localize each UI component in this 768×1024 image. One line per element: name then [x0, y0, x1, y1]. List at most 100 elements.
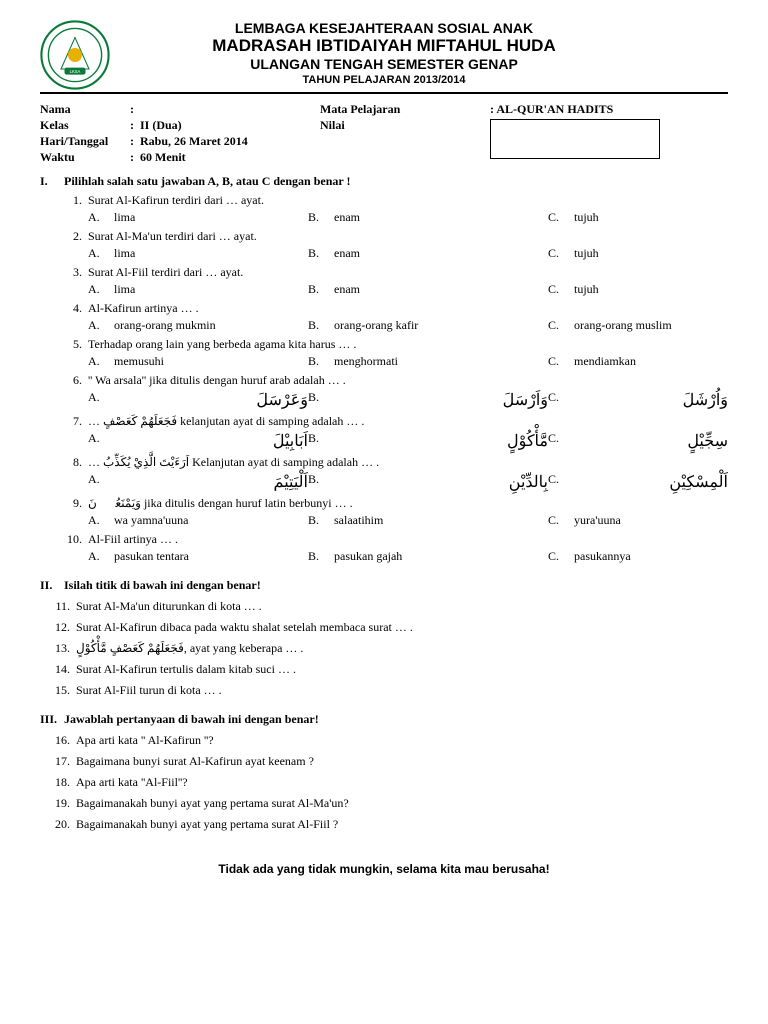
q3: 3.Surat Al-Fiil terdiri dari … ayat. A.l… — [64, 265, 728, 297]
opt-a-label: A. — [88, 431, 114, 451]
q12-num: 12. — [52, 620, 76, 635]
q1-a: lima — [114, 210, 308, 225]
opt-c-label: C. — [548, 431, 574, 451]
waktu-label: Waktu — [40, 150, 130, 165]
q1: 1.Surat Al-Kafirun terdiri dari … ayat. … — [64, 193, 728, 225]
q5-c: mendiamkan — [574, 354, 728, 369]
q19-text: Bagaimanakah bunyi ayat yang pertama sur… — [76, 796, 349, 811]
section-1: I.Pilihlah salah satu jawaban A, B, atau… — [40, 174, 728, 564]
waktu-value: 60 Menit — [140, 150, 186, 165]
q18-num: 18. — [52, 775, 76, 790]
opt-b-label: B. — [308, 390, 334, 410]
q4-c: orang-orang muslim — [574, 318, 728, 333]
q6-a: وَعَرْسَلَ — [114, 390, 308, 410]
q9-text: وَيَمْنَعُوۡنَ jika ditulis dengan huruf… — [88, 496, 728, 511]
q13-text: فَجَعَلَهُمْ كَعَصْفٍ مَّأْكُوْلٍ, ayat … — [76, 641, 303, 656]
opt-a-label: A. — [88, 318, 114, 333]
opt-c-label: C. — [548, 282, 574, 297]
q6-text: '' Wa arsala'' jika ditulis dengan huruf… — [88, 373, 728, 388]
opt-b-label: B. — [308, 472, 334, 492]
sec1-num: I. — [40, 174, 64, 189]
q1-text: Surat Al-Kafirun terdiri dari … ayat. — [88, 193, 728, 208]
sec1-title: Pilihlah salah satu jawaban A, B, atau C… — [64, 174, 351, 189]
hari-value: Rabu, 26 Maret 2014 — [140, 134, 248, 149]
q10-c: pasukannya — [574, 549, 728, 564]
opt-c-label: C. — [548, 390, 574, 410]
q15-text: Surat Al-Fiil turun di kota … . — [76, 683, 222, 698]
info-block: Nama: Kelas:II (Dua) Hari/Tanggal:Rabu, … — [40, 102, 728, 166]
hari-label: Hari/Tanggal — [40, 134, 130, 149]
mapel-label: Mata Pelajaran — [320, 102, 400, 117]
q7-text: … فَجَعَلَهُمْ كَعَصْفٍ kelanjutan ayat … — [88, 414, 728, 429]
q10: 10.Al-Fiil artinya … . A.pasukan tentara… — [64, 532, 728, 564]
opt-c-label: C. — [548, 472, 574, 492]
q3-text: Surat Al-Fiil terdiri dari … ayat. — [88, 265, 728, 280]
opt-b-label: B. — [308, 210, 334, 225]
document-header: LKSA LEMBAGA KESEJAHTERAAN SOSIAL ANAK M… — [40, 20, 728, 86]
q8-c: اَلْمِسْكِيْنِ — [574, 472, 728, 492]
sec3-num: III. — [40, 712, 64, 727]
q3-c: tujuh — [574, 282, 728, 297]
q2-text: Surat Al-Ma'un terdiri dari … ayat. — [88, 229, 728, 244]
q4-b: orang-orang kafir — [334, 318, 548, 333]
opt-b-label: B. — [308, 549, 334, 564]
q1-num: 1. — [64, 193, 88, 208]
opt-a-label: A. — [88, 472, 114, 492]
q7-num: 7. — [64, 414, 88, 429]
q20-text: Bagaimanakah bunyi ayat yang pertama sur… — [76, 817, 338, 832]
q17-text: Bagaimana bunyi surat Al-Kafirun ayat ke… — [76, 754, 314, 769]
q1-b: enam — [334, 210, 548, 225]
q2-a: lima — [114, 246, 308, 261]
q5-a: memusuhi — [114, 354, 308, 369]
q19-num: 19. — [52, 796, 76, 811]
section-3: III.Jawablah pertanyaan di bawah ini den… — [40, 712, 728, 832]
q7: 7.… فَجَعَلَهُمْ كَعَصْفٍ kelanjutan aya… — [64, 414, 728, 451]
kelas-label: Kelas — [40, 118, 130, 133]
q13-num: 13. — [52, 641, 76, 656]
q10-a: pasukan tentara — [114, 549, 308, 564]
opt-a-label: A. — [88, 210, 114, 225]
opt-a-label: A. — [88, 282, 114, 297]
nilai-box — [490, 119, 660, 159]
q3-a: lima — [114, 282, 308, 297]
section-2: II.Isilah titik di bawah ini dengan bena… — [40, 578, 728, 698]
sec2-num: II. — [40, 578, 64, 593]
q3-num: 3. — [64, 265, 88, 280]
q11-num: 11. — [52, 599, 76, 614]
q9-a: wa yamna'uuna — [114, 513, 308, 528]
sec2-title: Isilah titik di bawah ini dengan benar! — [64, 578, 261, 593]
q4: 4.Al-Kafirun artinya … . A.orang-orang m… — [64, 301, 728, 333]
q9-c: yura'uuna — [574, 513, 728, 528]
q9-b: salaatihim — [334, 513, 548, 528]
nama-label: Nama — [40, 102, 130, 117]
opt-b-label: B. — [308, 513, 334, 528]
opt-c-label: C. — [548, 549, 574, 564]
opt-a-label: A. — [88, 354, 114, 369]
q2-num: 2. — [64, 229, 88, 244]
q16-num: 16. — [52, 733, 76, 748]
opt-b-label: B. — [308, 318, 334, 333]
sec3-title: Jawablah pertanyaan di bawah ini dengan … — [64, 712, 319, 727]
mapel-value: : AL-QUR'AN HADITS — [490, 102, 728, 117]
opt-a-label: A. — [88, 513, 114, 528]
q8-a: اَلْيَتِيْمَ — [114, 472, 308, 492]
q14-num: 14. — [52, 662, 76, 677]
header-line1: LEMBAGA KESEJAHTERAAN SOSIAL ANAK — [40, 20, 728, 36]
kelas-value: II (Dua) — [140, 118, 182, 133]
q9: 9.وَيَمْنَعُوۡنَ jika ditulis dengan hur… — [64, 496, 728, 528]
opt-a-label: A. — [88, 390, 114, 410]
opt-c-label: C. — [548, 513, 574, 528]
q2-c: tujuh — [574, 246, 728, 261]
q7-c: سِجِّيْلٍ — [574, 431, 728, 451]
q6: 6.'' Wa arsala'' jika ditulis dengan hur… — [64, 373, 728, 410]
opt-b-label: B. — [308, 282, 334, 297]
q5-text: Terhadap orang lain yang berbeda agama k… — [88, 337, 728, 352]
q10-b: pasukan gajah — [334, 549, 548, 564]
q5-num: 5. — [64, 337, 88, 352]
q6-c: وَاُرْشَلَ — [574, 390, 728, 410]
q14-text: Surat Al-Kafirun tertulis dalam kitab su… — [76, 662, 296, 677]
opt-b-label: B. — [308, 354, 334, 369]
q9-num: 9. — [64, 496, 88, 511]
header-line4: TAHUN PELAJARAN 2013/2014 — [40, 74, 728, 86]
q16-text: Apa arti kata '' Al-Kafirun ''? — [76, 733, 214, 748]
